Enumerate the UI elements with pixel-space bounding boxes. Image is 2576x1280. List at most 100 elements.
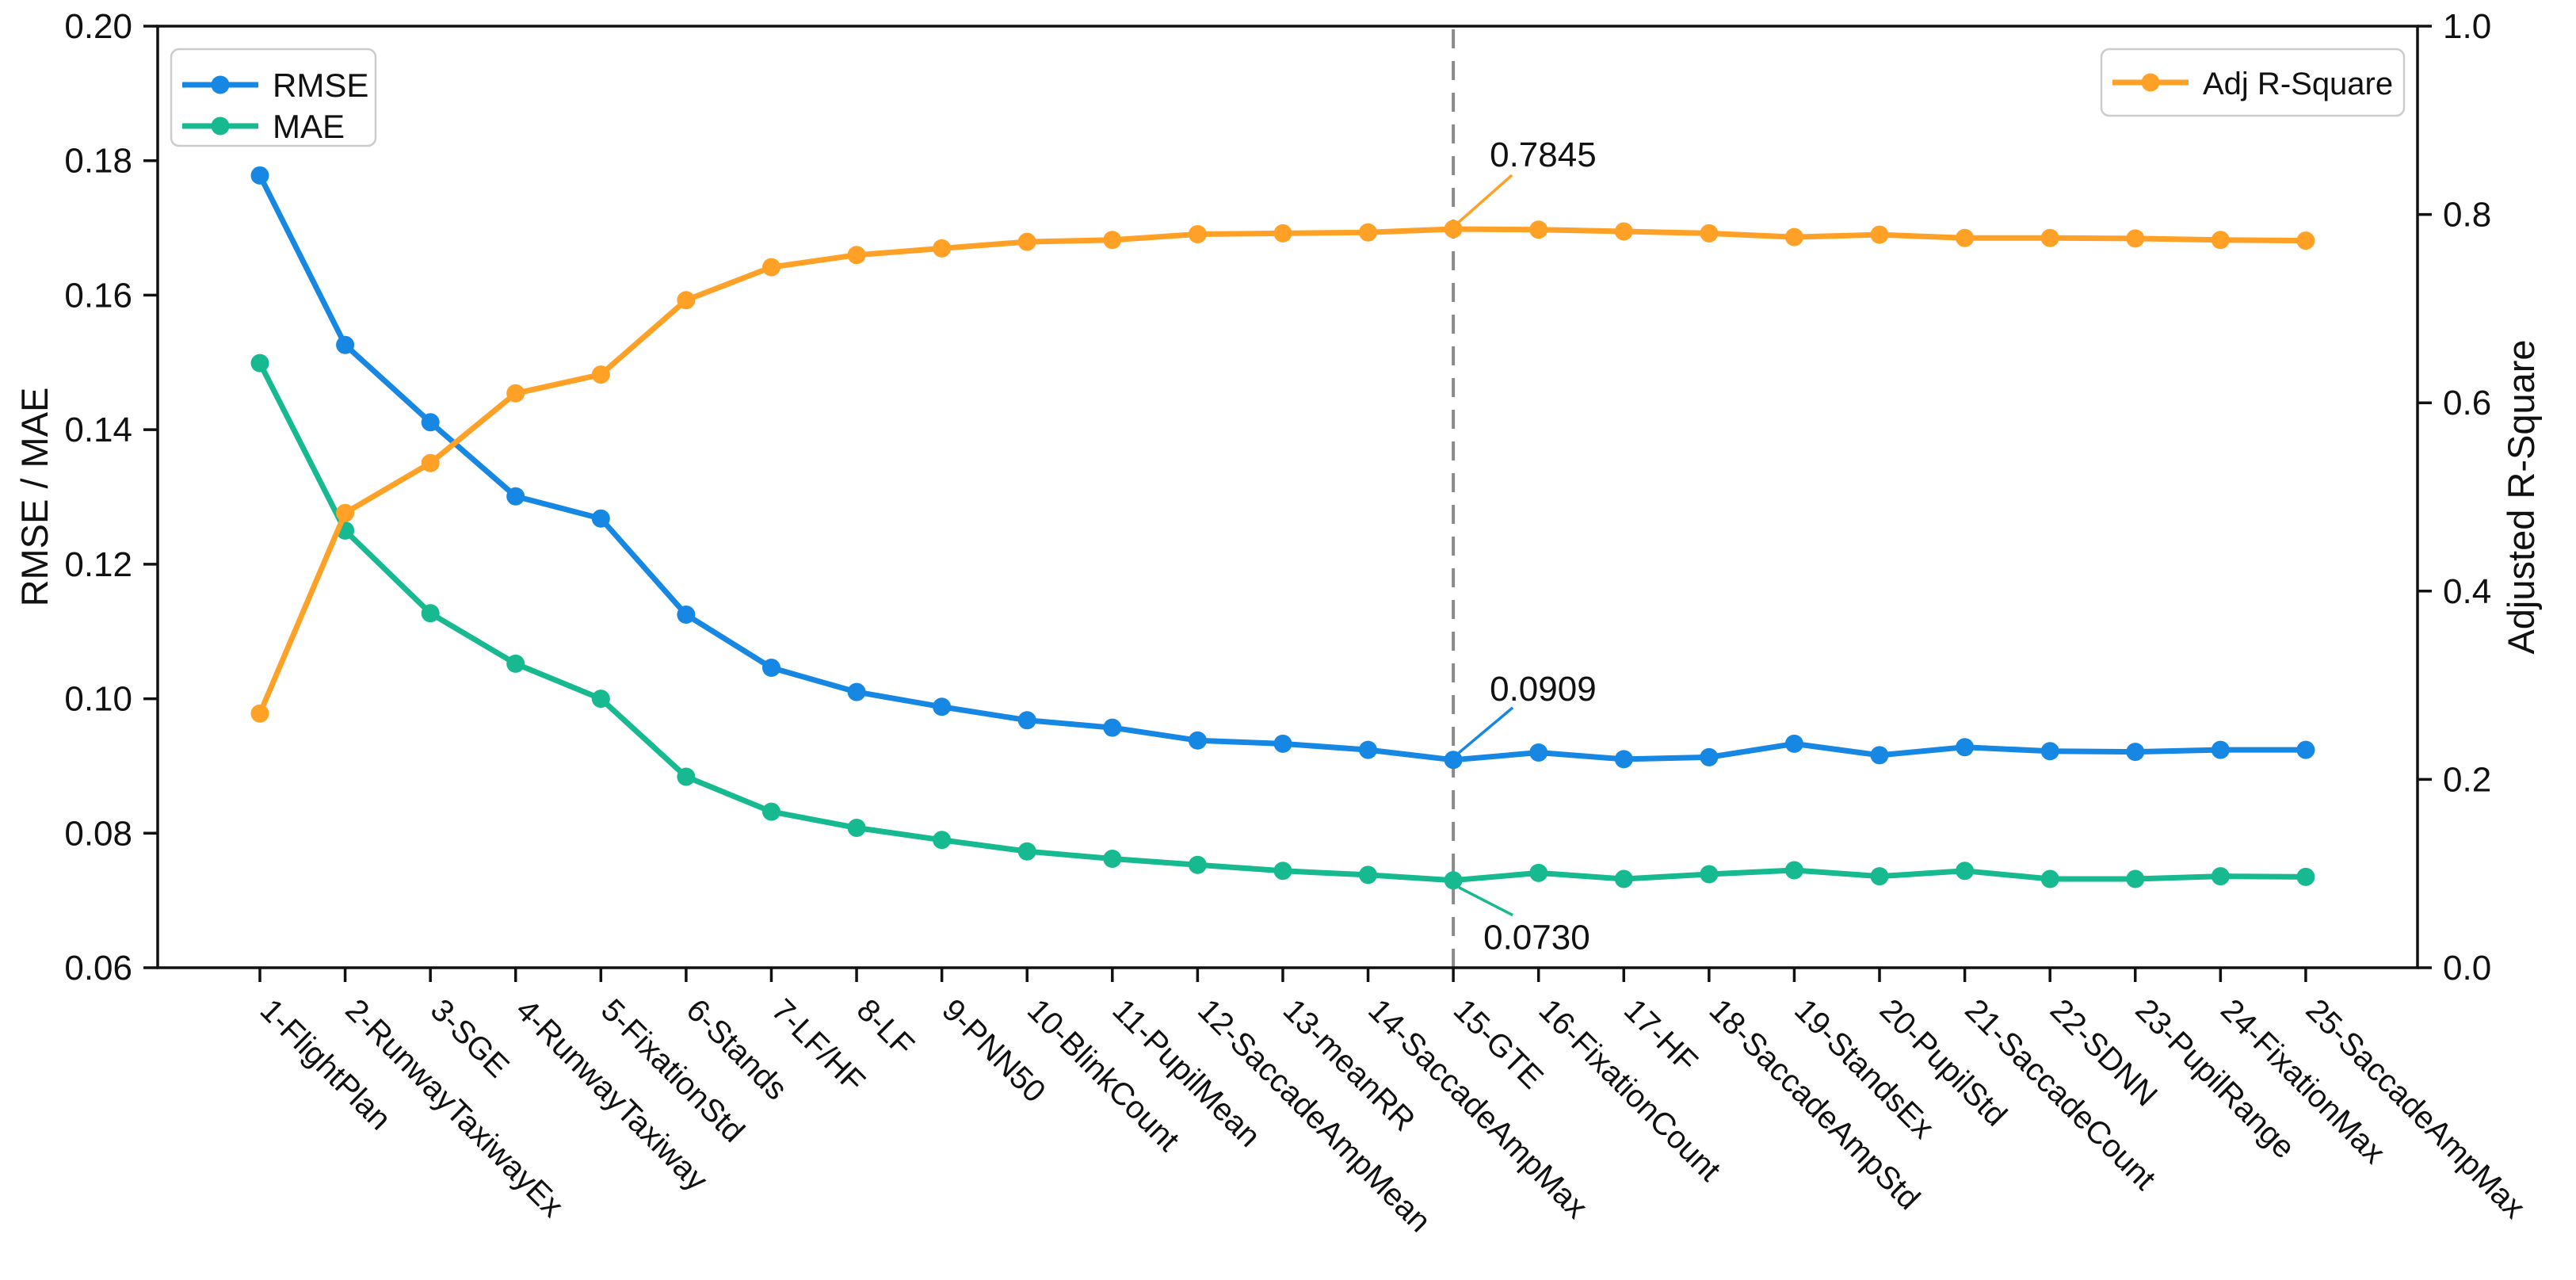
annotation-value-label: 0.0730: [1483, 919, 1590, 957]
data-point: [933, 697, 952, 716]
annotation-leader-line: [1458, 886, 1513, 917]
data-point: [1444, 220, 1463, 239]
data-point: [1188, 855, 1207, 874]
right-axis-tick-label: 0.8: [2443, 196, 2491, 235]
right-axis-tick-label: 0.2: [2443, 760, 2491, 799]
data-point: [1017, 842, 1036, 861]
data-point: [677, 606, 696, 624]
legend-label: Adj R-Square: [2203, 67, 2393, 101]
data-point: [1103, 231, 1122, 250]
data-point: [1870, 746, 1889, 765]
data-point: [1273, 862, 1292, 881]
data-point: [421, 604, 440, 623]
data-point: [2126, 229, 2145, 248]
data-point: [677, 291, 696, 310]
data-point: [1956, 228, 1975, 247]
x-axis-tick-label: 8-LF: [850, 992, 921, 1063]
left-axis-tick-label: 0.14: [64, 411, 132, 449]
plot-border: [156, 25, 2419, 969]
legend-marker: [211, 75, 230, 94]
data-point: [1614, 750, 1633, 769]
series-mae: [250, 353, 2315, 890]
data-point: [1273, 734, 1292, 753]
x-axis: 1-FlightPlan2-RunwayTaxiwayEx3-SGE4-Runw…: [254, 968, 2532, 1239]
data-point: [2040, 869, 2059, 888]
left-axis-tick-label: 0.06: [64, 949, 132, 988]
data-point: [1700, 865, 1719, 884]
left-axis-title: RMSE / MAE: [13, 388, 55, 607]
data-point: [933, 239, 952, 258]
data-point: [1359, 223, 1377, 242]
right-axis-tick-label: 0.4: [2443, 572, 2491, 611]
data-point: [1614, 869, 1633, 888]
data-point: [847, 819, 866, 837]
data-point: [933, 831, 952, 850]
data-point: [762, 802, 780, 821]
data-point: [1017, 232, 1036, 251]
data-point: [2126, 743, 2145, 762]
series-line: [257, 360, 2309, 884]
data-point: [1870, 867, 1889, 886]
legend-label: RMSE: [273, 67, 368, 104]
right-axis: 0.0 0.2 0.4 0.6 0.8 1.0: [2418, 7, 2491, 988]
data-point: [1103, 718, 1122, 737]
data-point: [1784, 227, 1803, 246]
data-point: [1956, 738, 1975, 757]
annotation-value-label: 0.0909: [1490, 670, 1597, 709]
data-point: [421, 413, 440, 432]
legend: RMSE MAE: [170, 48, 377, 147]
annotation-0.7845: 0.7845: [1456, 136, 1597, 224]
data-point: [1784, 734, 1803, 753]
series-adj-r-square: [250, 220, 2315, 723]
data-point: [2211, 231, 2230, 250]
data-point: [2211, 740, 2230, 759]
legend-entry: RMSE: [182, 67, 368, 104]
data-point: [1188, 731, 1207, 750]
data-point: [2126, 869, 2145, 888]
data-point: [2040, 228, 2059, 247]
series-line: [257, 172, 2309, 763]
annotation-0.0730: 0.0730: [1458, 886, 1590, 957]
data-point: [2211, 867, 2230, 886]
data-point: [591, 365, 610, 384]
data-point: [1700, 747, 1719, 766]
data-point: [421, 453, 440, 472]
annotation-leader-line: [1457, 706, 1514, 755]
right-axis-tick-label: 0.6: [2443, 384, 2491, 422]
left-axis-tick-label: 0.20: [64, 7, 132, 46]
data-point: [1956, 862, 1975, 881]
data-point: [1870, 225, 1889, 244]
legend-marker: [211, 117, 230, 136]
data-point: [591, 690, 610, 709]
left-axis-tick-label: 0.10: [64, 680, 132, 719]
data-point: [2296, 867, 2315, 886]
data-point: [2040, 742, 2059, 761]
right-axis-tick-label: 0.0: [2443, 949, 2491, 988]
legend-label: MAE: [273, 108, 345, 145]
left-axis-tick-label: 0.18: [64, 142, 132, 181]
data-point: [1444, 751, 1463, 770]
data-point: [591, 509, 610, 528]
data-point: [1017, 711, 1036, 730]
data-point: [336, 503, 355, 522]
left-axis-tick-label: 0.08: [64, 814, 132, 853]
data-point: [1529, 743, 1548, 762]
data-point: [1529, 220, 1548, 239]
data-point: [1188, 225, 1207, 243]
data-point: [506, 654, 525, 673]
annotation-value-label: 0.7845: [1490, 136, 1597, 174]
left-axis: 0.06 0.08 0.10 0.12 0.14 0.16 0.18 0.20: [64, 7, 158, 988]
series-rmse: [250, 166, 2315, 770]
annotation-0.0909: 0.0909: [1457, 670, 1597, 755]
x-axis-tick-label: 10-BlinkCount: [1021, 992, 1186, 1158]
data-point: [2296, 231, 2315, 250]
data-point: [2296, 740, 2315, 759]
annotation-leader-line: [1456, 174, 1513, 224]
legend-entry: Adj R-Square: [2112, 67, 2393, 101]
data-point: [250, 353, 269, 373]
legend-box: [2100, 48, 2406, 117]
data-point: [1614, 222, 1633, 241]
data-point: [1784, 861, 1803, 880]
